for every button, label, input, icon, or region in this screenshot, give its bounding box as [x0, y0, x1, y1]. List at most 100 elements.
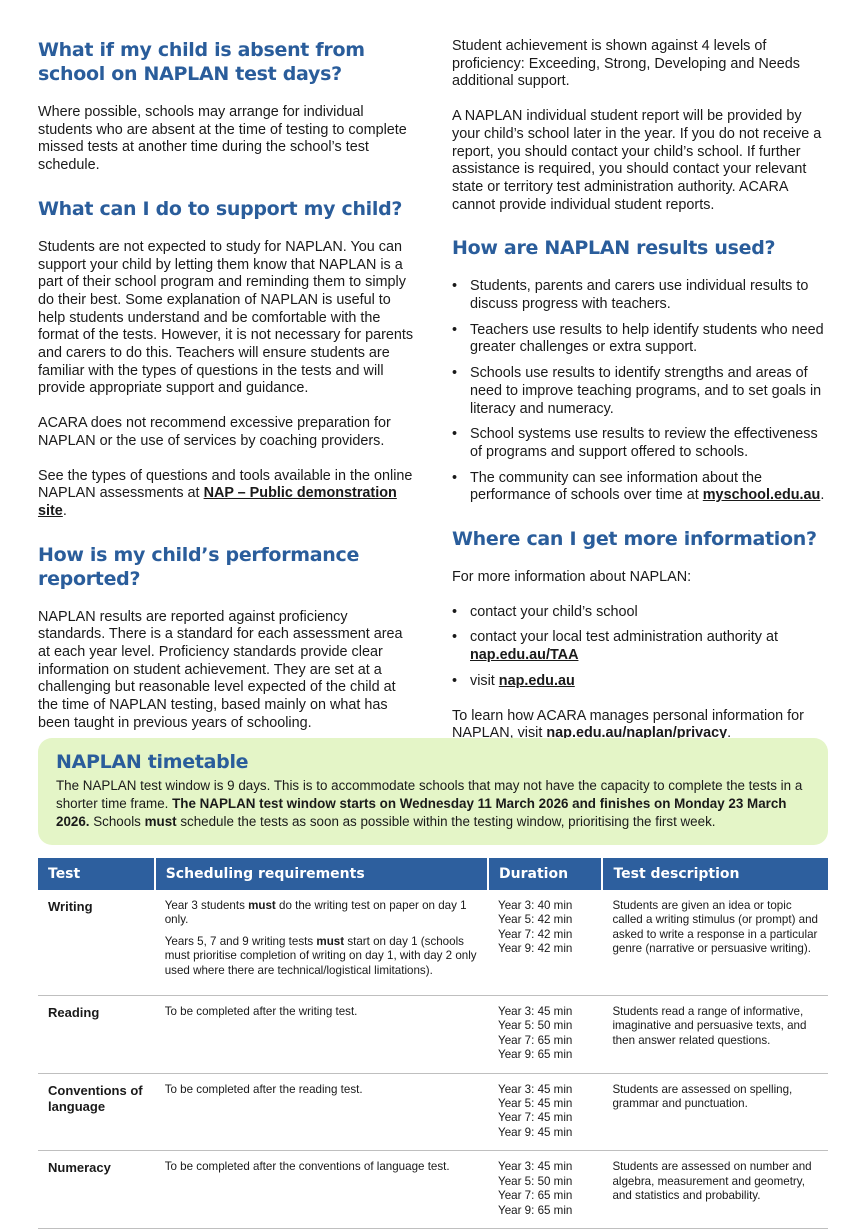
paragraph: Where possible, schools may arrange for …	[38, 104, 407, 174]
text: .	[820, 487, 825, 504]
section-heading: How are NAPLAN results used?	[452, 237, 776, 260]
text: .	[727, 725, 732, 742]
text: Schools	[89, 814, 145, 829]
bullet-item: visit nap.edu.au	[452, 673, 830, 691]
link[interactable]: myschool.edu.au	[702, 487, 821, 504]
table-row: Numeracy To be completed after the conven…	[38, 1150, 828, 1229]
text: Years 5, 7 and 9 writing tests	[164, 934, 317, 948]
duration-line: Year 3: 40 min	[498, 899, 573, 912]
scheduling-text: To be completed after the writing test.	[164, 1005, 358, 1019]
test-name: Numeracy	[38, 1150, 155, 1229]
duration-line: Year 9: 65 min	[498, 1048, 573, 1062]
paragraph: Student achievement is shown against 4 l…	[452, 38, 800, 90]
column-header: Test description	[601, 858, 828, 890]
document: What if my child is absent from school o…	[0, 0, 864, 1200]
link[interactable]: nap.edu.au/TAA	[470, 647, 579, 664]
text: schedule the tests as soon as possible w…	[176, 814, 716, 829]
bullet-item: School systems use results to review the…	[452, 426, 830, 461]
section-heading: What can I do to support my child?	[38, 197, 403, 220]
bullet-list: Students, parents and carers use individ…	[452, 278, 830, 505]
duration-line: Year 7: 65 min	[498, 1033, 573, 1047]
left-column: What if my child is absent from school o…	[38, 38, 416, 750]
text: See the types of questions and tools ava…	[38, 467, 413, 502]
timetable-box: NAPLAN timetable The NAPLAN test window i…	[38, 738, 828, 845]
page: NAPLAN information {"sections":[ {"headi…	[0, 0, 864, 1200]
timetable-title: NAPLAN timetable	[56, 751, 249, 773]
duration-line: Year 3: 45 min	[498, 1082, 573, 1096]
text: do the writing test on paper on day 1 on…	[164, 899, 467, 927]
text: Year 3 students	[164, 899, 249, 912]
link[interactable]: nap.edu.au	[498, 672, 575, 689]
bullet-list: contact your child’s school contact your …	[452, 604, 830, 691]
scheduling-text: To be completed after the reading test.	[164, 1082, 363, 1096]
bullet-item: The community can see information about …	[452, 470, 830, 505]
bullet-item: Teachers use results to help identify st…	[452, 322, 830, 357]
link[interactable]: NAP – Public demonstration site	[38, 485, 397, 519]
text: To learn how ACARA manages personal info…	[452, 707, 804, 742]
paragraph: To learn how ACARA manages personal info…	[452, 708, 830, 743]
test-name: Conventions of language	[38, 1073, 155, 1152]
timetable-text: The NAPLAN test window is 9 days. This i…	[56, 777, 810, 831]
paragraph: NAPLAN results are reported against prof…	[38, 608, 403, 731]
bullet-item: Students, parents and carers use individ…	[452, 278, 830, 313]
scheduling-cell: Year 3 students must do the writing test…	[154, 890, 489, 997]
description-cell: Students are assessed on spelling, gramm…	[602, 1073, 828, 1152]
duration-cell: Year 3: 40 min Year 5: 42 min Year 7: 42 m…	[488, 890, 603, 997]
paragraph: See the types of questions and tools ava…	[38, 468, 416, 521]
scheduling-cell: To be completed after the reading test.	[154, 1073, 489, 1152]
bold-text: must	[248, 899, 276, 912]
column-header: Test	[38, 858, 155, 890]
text: contact your local test administration a…	[470, 629, 778, 646]
paragraph: A NAPLAN individual student report will …	[452, 108, 822, 213]
table-body: Writing Year 3 students must do the writi…	[38, 890, 828, 1229]
table-row: Conventions of language To be completed a…	[38, 1073, 828, 1152]
duration-line: Year 3: 45 min	[498, 1160, 573, 1174]
bullet-item: contact your child’s school	[452, 604, 830, 622]
scheduling-text: To be completed after the conventions of…	[164, 1160, 450, 1174]
description-cell: Students are assessed on number and alge…	[602, 1150, 828, 1229]
duration-line: Year 9: 42 min	[498, 942, 573, 956]
duration-line: Year 7: 42 min	[498, 927, 573, 941]
duration-line: Year 9: 65 min	[498, 1203, 573, 1217]
bold-text: The NAPLAN test window starts on Wednesd…	[56, 796, 787, 829]
bold-text: must	[144, 814, 177, 829]
link[interactable]: nap.edu.au/naplan/privacy	[546, 725, 728, 742]
table-row: Reading To be completed after the writing…	[38, 995, 828, 1074]
text: visit	[470, 672, 499, 689]
duration-line: Year 5: 45 min	[498, 1097, 573, 1111]
duration-line: Year 9: 45 min	[498, 1125, 573, 1139]
column-header: Duration	[487, 858, 603, 890]
duration-line: Year 7: 45 min	[498, 1111, 573, 1125]
duration-line: Year 5: 50 min	[498, 1019, 573, 1033]
column-header: Scheduling requirements	[153, 858, 489, 890]
description-cell: Students are given an idea or topic call…	[602, 890, 828, 997]
scheduling-text: Year 3 students must do the writing test…	[165, 899, 478, 928]
table-header: Test Scheduling requirements Duration Test …	[38, 858, 828, 890]
text: The community can see information about …	[470, 469, 762, 504]
bullet-item: contact your local test administration a…	[452, 629, 830, 664]
scheduling-cell: To be completed after the writing test.	[154, 995, 489, 1074]
paragraph: For more information about NAPLAN:	[452, 569, 692, 586]
duration-cell: Year 3: 45 min Year 5: 45 min Year 7: 45 m…	[488, 1073, 603, 1152]
text: .	[62, 502, 67, 519]
section-heading: How is my child’s performance reported?	[38, 543, 360, 590]
text: The NAPLAN test window is 9 days. This i…	[56, 778, 803, 811]
right-column: Student achievement is shown against 4 l…	[452, 38, 830, 760]
scheduling-text: Years 5, 7 and 9 writing tests must star…	[165, 935, 478, 978]
duration-line: Year 7: 65 min	[498, 1189, 573, 1203]
section-heading: Where can I get more information?	[452, 528, 817, 551]
bold-text: must	[316, 934, 345, 948]
scheduling-cell: To be completed after the conventions of…	[154, 1150, 489, 1229]
duration-line: Year 3: 45 min	[498, 1005, 573, 1019]
duration-cell: Year 3: 45 min Year 5: 50 min Year 7: 65 m…	[488, 1150, 603, 1229]
timetable-table: Test Scheduling requirements Duration Test …	[38, 858, 828, 1229]
section-heading: What if my child is absent from school o…	[38, 39, 365, 85]
duration-line: Year 5: 42 min	[498, 913, 573, 927]
duration-line: Year 5: 50 min	[498, 1174, 573, 1188]
test-name: Reading	[38, 995, 155, 1074]
table-row: Writing Year 3 students must do the writi…	[38, 890, 828, 997]
paragraph: Students are not expected to study for N…	[38, 238, 414, 397]
duration-cell: Year 3: 45 min Year 5: 50 min Year 7: 65 m…	[488, 995, 603, 1074]
description-cell: Students read a range of informative, im…	[602, 995, 828, 1074]
test-name: Writing	[38, 890, 155, 997]
